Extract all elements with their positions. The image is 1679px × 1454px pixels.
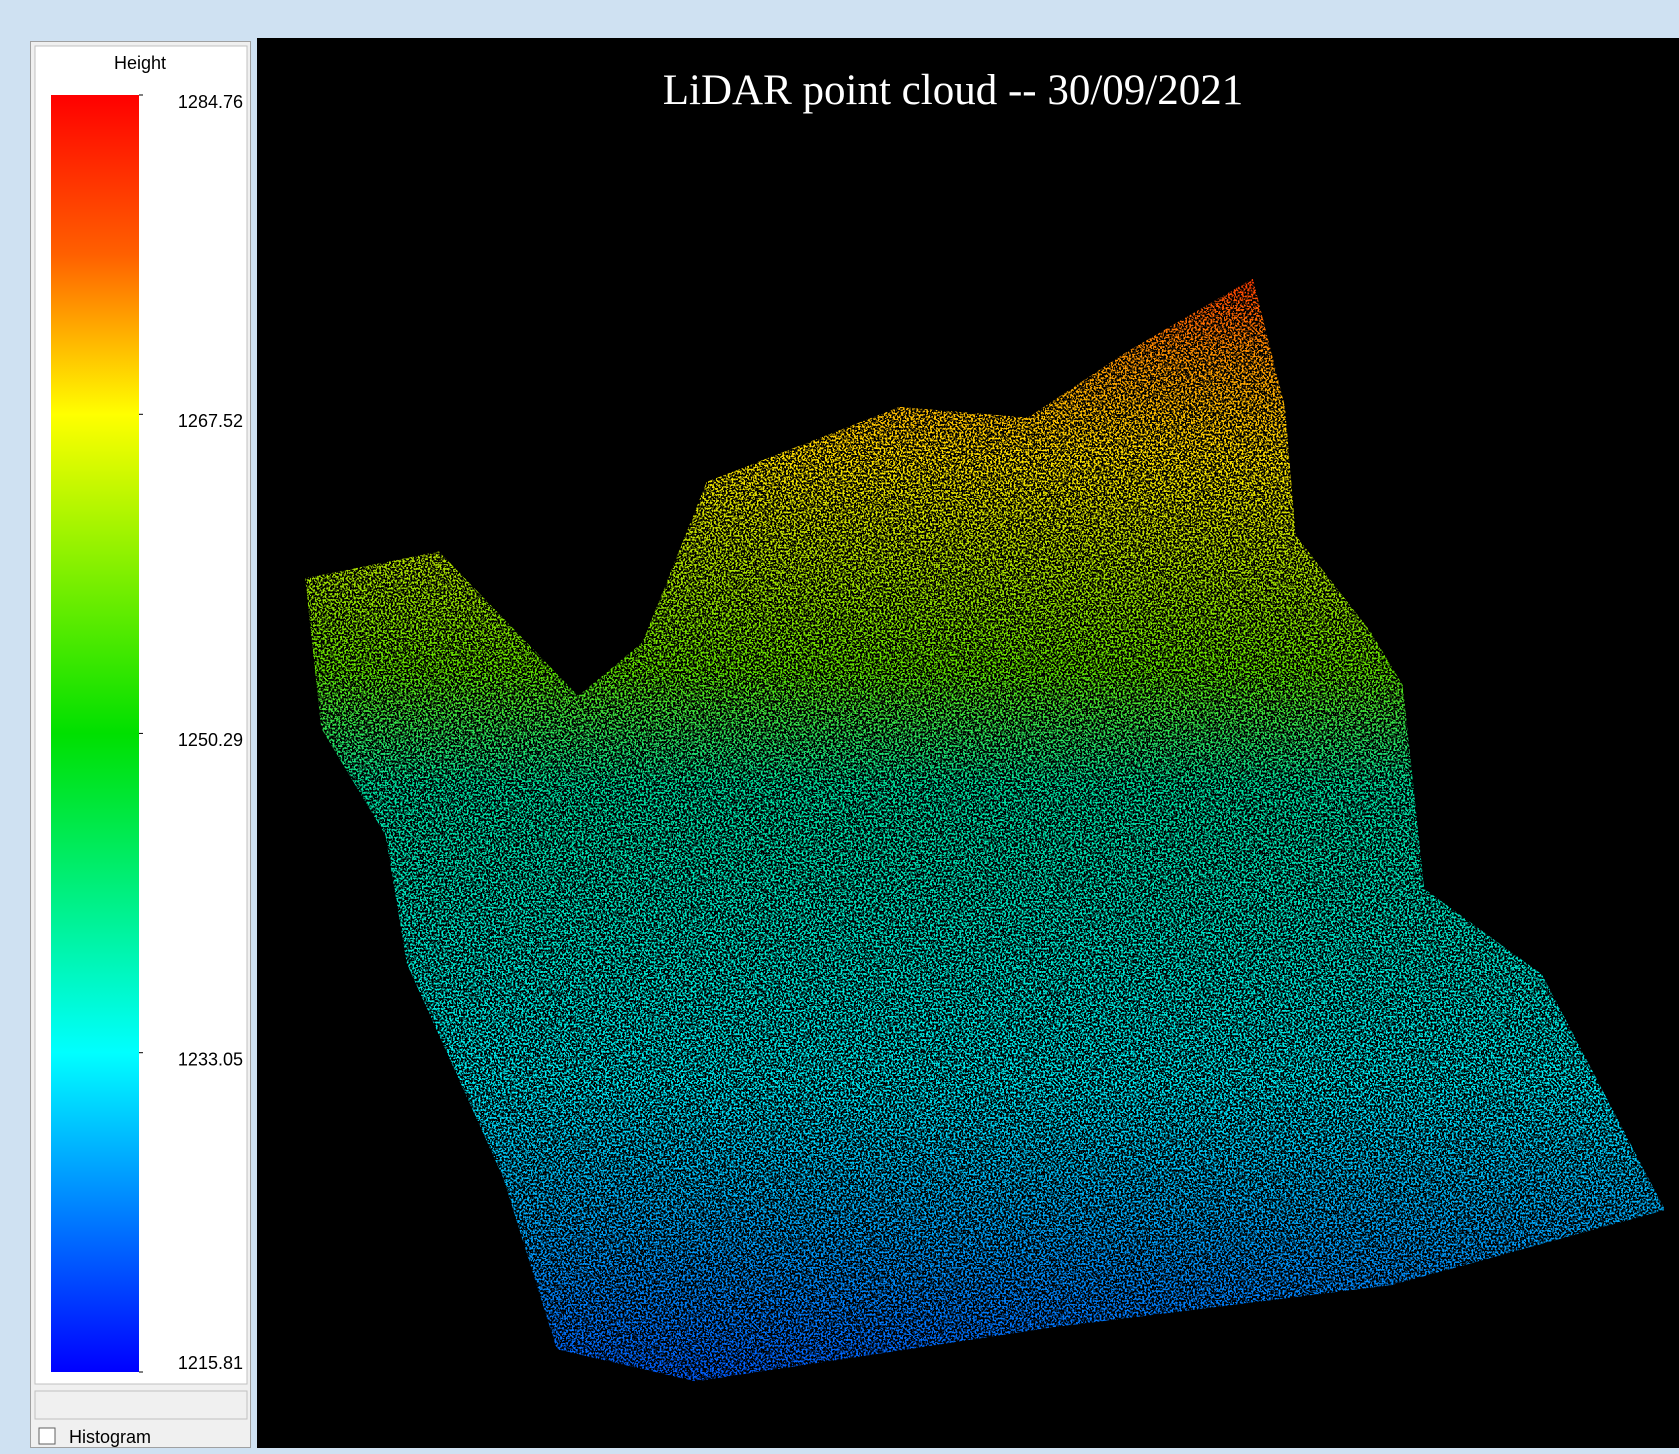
- plot-title: LiDAR point cloud -- 30/09/2021: [663, 67, 1243, 114]
- checkbox-label[interactable]: Histogram: [69, 1427, 151, 1447]
- point-cloud: [305, 278, 1665, 1381]
- tick-label: 1233.05: [178, 1049, 243, 1069]
- app-window: Height Histogram 1284.76 1267.52 1250.29 12…: [0, 0, 1679, 1448]
- empty-field: [35, 1391, 247, 1419]
- tick-label: 1284.76: [178, 92, 243, 112]
- tick-label: 1215.81: [178, 1353, 243, 1373]
- plot-canvas: LiDAR point cloud -- 30/09/2021: [257, 38, 1679, 1448]
- legend-panel: Height Histogram 1284.76 1267.52 1250.29 12…: [30, 41, 251, 1448]
- tick-label: 1267.52: [178, 411, 243, 431]
- tick-label: 1250.29: [178, 730, 243, 750]
- checkbox[interactable]: [39, 1428, 55, 1444]
- colorbar-gradient: [51, 95, 139, 1372]
- colorbar-label: Height: [114, 53, 166, 73]
- colorbar: Height Histogram 1284.76 1267.52 1250.29 12…: [31, 42, 252, 1449]
- plot-area: LiDAR point cloud -- 30/09/2021: [257, 38, 1679, 1448]
